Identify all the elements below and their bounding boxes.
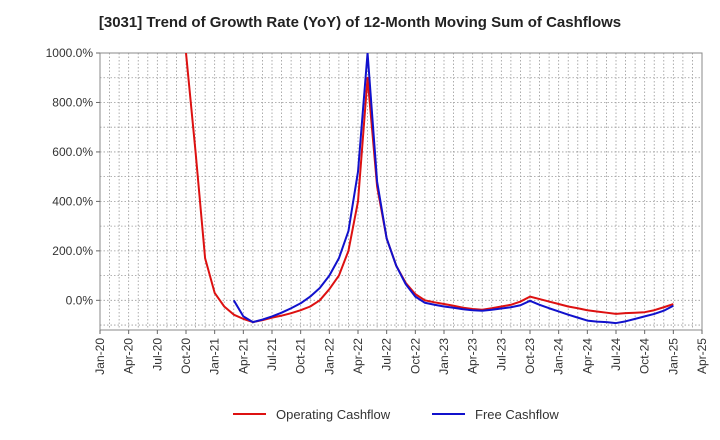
y-tick-label: 400.0% xyxy=(52,194,93,208)
x-tick-label: Apr-23 xyxy=(466,338,480,374)
x-tick-label: Jul-20 xyxy=(150,338,164,371)
x-tick-label: Jan-22 xyxy=(322,338,336,375)
x-tick-label: Jan-20 xyxy=(93,338,107,375)
x-tick-label: Apr-25 xyxy=(695,338,709,374)
legend-label: Free Cashflow xyxy=(475,407,559,422)
x-tick-label: Oct-21 xyxy=(294,338,308,374)
y-tick-label: 200.0% xyxy=(52,244,93,258)
x-tick-label: Jul-23 xyxy=(494,338,508,371)
x-tick-label: Jan-24 xyxy=(552,338,566,375)
plot-frame xyxy=(99,52,703,331)
chart-title: [3031] Trend of Growth Rate (YoY) of 12-… xyxy=(98,14,622,31)
x-tick-label: Jan-21 xyxy=(208,338,222,375)
x-tick-label: Apr-20 xyxy=(122,338,136,374)
x-tick-label: Apr-22 xyxy=(351,338,365,374)
plot-area xyxy=(100,53,702,330)
y-tick-label: 800.0% xyxy=(52,95,93,109)
x-tick-label: Oct-22 xyxy=(408,338,422,374)
y-tick-label: 600.0% xyxy=(52,145,93,159)
x-tick-label: Jul-24 xyxy=(609,338,623,371)
x-tick-label: Oct-23 xyxy=(523,338,537,374)
legend-label: Operating Cashflow xyxy=(276,407,391,422)
x-tick-label: Jul-21 xyxy=(265,338,279,371)
y-tick-label: 1000.0% xyxy=(46,46,94,60)
free-cashflow-line xyxy=(232,53,674,325)
x-tick-label: Apr-21 xyxy=(236,338,250,374)
x-tick-label: Apr-24 xyxy=(580,338,594,374)
x-tick-label: Oct-24 xyxy=(638,338,652,374)
x-tick-label: Jul-22 xyxy=(380,338,394,371)
x-tick-label: Jan-25 xyxy=(666,338,680,375)
y-tick-label: 0.0% xyxy=(66,293,94,307)
x-tick-label: Jan-23 xyxy=(437,338,451,375)
x-tick-label: Oct-20 xyxy=(179,338,193,374)
